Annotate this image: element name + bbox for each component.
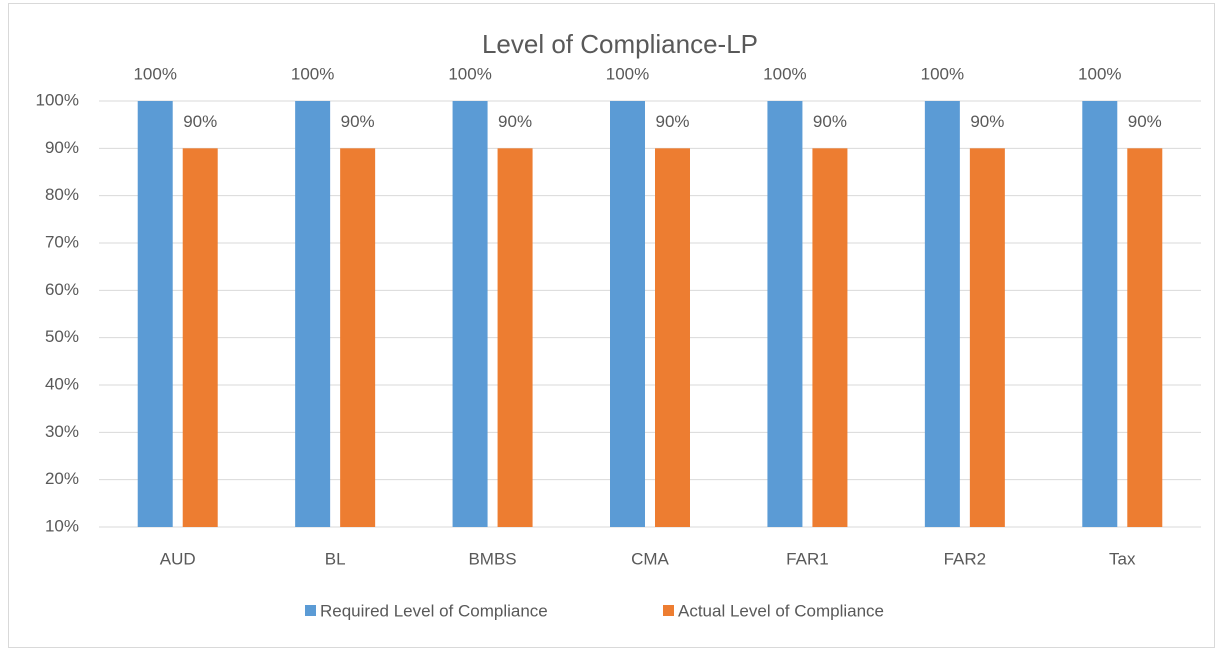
bar (924, 101, 960, 527)
y-tick-label: 100% (36, 90, 79, 109)
value-label: 90% (813, 112, 847, 131)
bar (182, 148, 218, 528)
legend-swatch (305, 605, 316, 616)
bar (767, 101, 803, 527)
value-label: 90% (498, 112, 532, 131)
value-label: 100% (763, 64, 806, 83)
x-tick-label: CMA (631, 549, 669, 568)
y-tick-label: 50% (45, 327, 79, 346)
bar (295, 101, 331, 527)
value-label: 90% (183, 112, 217, 131)
y-tick-label: 40% (45, 374, 79, 393)
legend-label: Actual Level of Compliance (678, 601, 884, 620)
x-tick-label: FAR2 (944, 549, 987, 568)
value-label: 100% (291, 64, 334, 83)
x-tick-label: AUD (160, 549, 196, 568)
y-tick-label: 90% (45, 138, 79, 157)
value-label: 90% (970, 112, 1004, 131)
bar (497, 148, 533, 528)
y-tick-label: 70% (45, 232, 79, 251)
x-tick-label: BMBS (468, 549, 516, 568)
bar (137, 101, 173, 527)
bar (812, 148, 848, 528)
value-label: 90% (655, 112, 689, 131)
x-tick-label: FAR1 (786, 549, 829, 568)
chart-title: Level of Compliance-LP (482, 29, 758, 59)
value-label: 90% (1128, 112, 1162, 131)
value-label: 100% (1078, 64, 1121, 83)
bar (610, 101, 645, 527)
y-tick-label: 60% (45, 280, 79, 299)
y-tick-label: 20% (45, 469, 79, 488)
value-label: 100% (921, 64, 964, 83)
y-tick-label: 30% (45, 422, 79, 441)
x-tick-label: Tax (1109, 549, 1136, 568)
value-label: 90% (341, 112, 375, 131)
bar (1082, 101, 1118, 527)
value-label: 100% (606, 64, 649, 83)
value-label: 100% (448, 64, 491, 83)
y-tick-label: 80% (45, 185, 79, 204)
bar (1127, 148, 1163, 528)
value-label: 100% (133, 64, 176, 83)
bar (655, 148, 690, 528)
legend-label: Required Level of Compliance (320, 601, 548, 620)
bar (340, 148, 376, 528)
legend-swatch (663, 605, 674, 616)
x-tick-label: BL (325, 549, 346, 568)
y-tick-label: 10% (45, 516, 79, 535)
bar (969, 148, 1005, 528)
bar (452, 101, 488, 527)
